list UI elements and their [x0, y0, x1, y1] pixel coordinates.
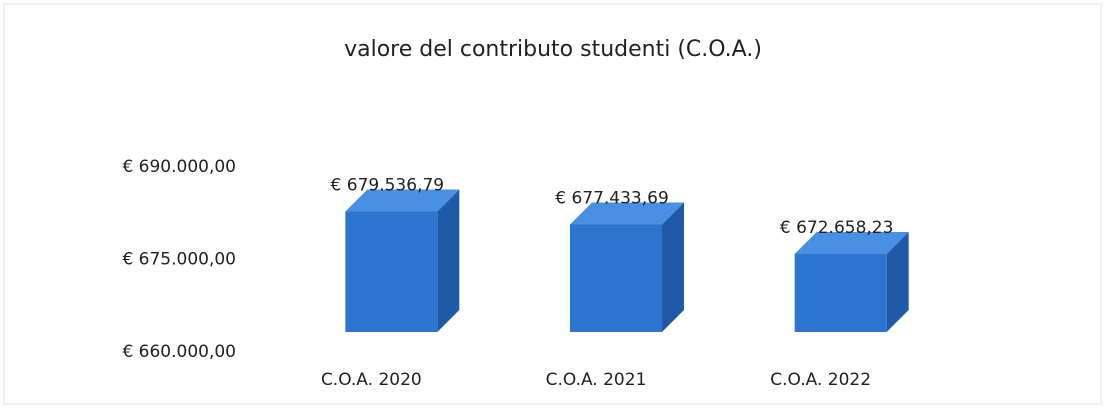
value-label: € 679.536,79: [331, 176, 445, 196]
chart-title: valore del contributo studenti (C.O.A.): [344, 37, 762, 62]
bar-top: [345, 189, 460, 212]
chart-frame: [3, 3, 1102, 405]
x-tick-label: C.O.A. 2021: [546, 370, 647, 390]
value-label: € 677.433,69: [555, 188, 669, 208]
value-label: € 672.658,23: [780, 218, 894, 238]
y-tick-label: € 660.000,00: [122, 342, 236, 362]
bar: [570, 224, 662, 332]
bar-side: [437, 189, 460, 332]
bar-top: [570, 202, 684, 225]
bar-side: [886, 231, 909, 332]
y-tick-label: € 690.000,00: [122, 157, 236, 177]
bar-top: [794, 231, 909, 254]
x-tick-label: C.O.A. 2020: [321, 370, 422, 390]
bar: [345, 211, 438, 332]
bar: [794, 253, 887, 332]
y-tick-label: € 675.000,00: [122, 250, 236, 270]
bar-side: [662, 202, 684, 332]
x-tick-label: C.O.A. 2022: [770, 370, 871, 390]
